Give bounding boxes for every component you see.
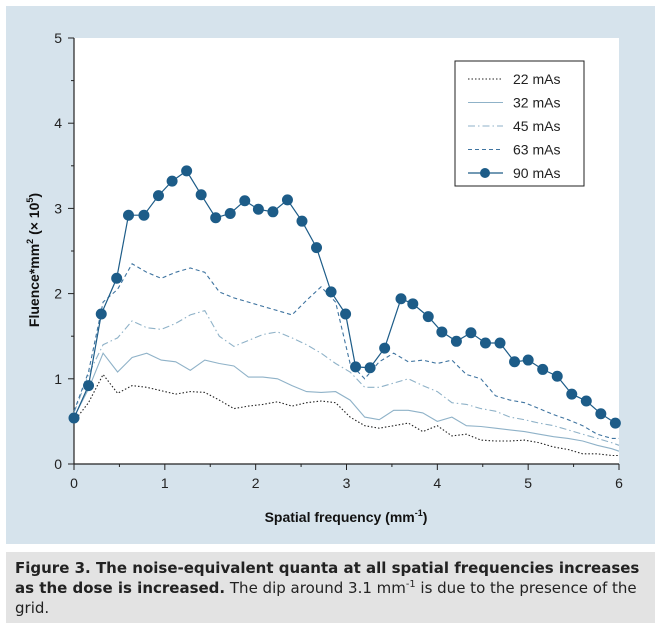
data-point: [111, 272, 123, 284]
series-32-mas: [73, 352, 620, 452]
series-line: [73, 373, 619, 457]
data-point: [407, 298, 419, 310]
figure-panel: 0 1 2 3 4 5 6 0 1 2 3 4 5 22 mAs 32 mAs 45 mAs 63 mAs 90…: [6, 6, 655, 544]
y-tick-label: 0: [54, 456, 62, 472]
data-point: [123, 209, 134, 221]
data-point: [152, 190, 164, 202]
legend-label: 22 mAs: [513, 71, 560, 87]
data-point: [166, 175, 178, 187]
y-tick-label: 1: [54, 371, 62, 387]
x-tick-label: 4: [433, 475, 441, 491]
data-point: [138, 209, 150, 221]
data-point: [364, 362, 376, 374]
data-point: [580, 395, 592, 407]
data-point: [296, 215, 308, 227]
x-tick-label: 0: [70, 475, 78, 491]
legend-label: 63 mAs: [513, 142, 560, 158]
x-axis-label: Spatial frequency (mm-1): [265, 508, 428, 525]
data-point: [509, 356, 521, 368]
y-tick-label: 2: [54, 286, 62, 302]
data-point: [325, 286, 337, 298]
data-point: [350, 361, 362, 373]
data-point: [252, 203, 264, 215]
data-point: [479, 337, 491, 349]
data-point: [436, 326, 448, 338]
data-point: [68, 412, 80, 424]
data-point: [537, 363, 549, 375]
data-point: [95, 308, 107, 320]
caption-rest-a: The dip around 3.1 mm: [225, 579, 406, 597]
x-tick-label: 5: [524, 475, 532, 491]
caption-rest-b: is due to the presence of the grid.: [15, 579, 637, 617]
figure-caption: Figure 3. The noise-equivalent quanta at…: [6, 552, 655, 623]
x-tick-label: 6: [615, 475, 623, 491]
data-point: [267, 206, 279, 218]
y-axis-label: Fluence*mm2 (× 105): [25, 193, 42, 327]
data-point: [551, 370, 563, 382]
data-point: [83, 380, 95, 392]
caption-bold: Figure 3. The noise-equivalent quanta at…: [15, 559, 640, 597]
data-point: [522, 354, 534, 366]
data-point: [494, 337, 506, 349]
data-point: [181, 165, 193, 177]
series-45-mas: [73, 309, 620, 446]
data-point: [224, 208, 236, 220]
data-point: [609, 417, 621, 429]
line-chart: 0 1 2 3 4 5 6 0 1 2 3 4 5 22 mAs 32 mAs 45 mAs 63 mAs 90…: [25, 30, 623, 525]
x-tick-label: 2: [252, 475, 260, 491]
data-point: [311, 242, 323, 254]
legend-box: [454, 60, 585, 187]
data-point: [239, 195, 251, 207]
x-tick-label: 1: [161, 475, 169, 491]
series-line: [73, 309, 620, 446]
data-point: [195, 189, 207, 201]
series-line: [73, 352, 620, 452]
series-63-mas: [73, 263, 619, 439]
series-22-mas: [73, 373, 619, 457]
legend-label: 45 mAs: [513, 118, 560, 134]
caption-text: Figure 3. The noise-equivalent quanta at…: [15, 558, 645, 618]
data-point: [379, 342, 391, 354]
y-tick-label: 4: [54, 115, 62, 131]
data-point: [340, 308, 352, 320]
x-tick-label: 3: [343, 475, 351, 491]
y-tick-label: 3: [54, 200, 62, 216]
data-point: [281, 194, 293, 206]
data-point: [465, 327, 477, 339]
legend-label: 90 mAs: [513, 165, 560, 181]
data-point: [566, 388, 578, 400]
y-tick-label: 5: [54, 30, 62, 46]
series-line: [73, 263, 619, 439]
legend-marker: [480, 168, 490, 178]
series-90-mas: [68, 165, 621, 429]
legend-label: 32 mAs: [513, 95, 560, 111]
caption-sup: -1: [405, 579, 416, 590]
data-point: [595, 408, 607, 420]
data-point: [210, 212, 222, 224]
data-point: [422, 311, 434, 323]
data-point: [395, 293, 407, 305]
data-point: [450, 335, 462, 347]
